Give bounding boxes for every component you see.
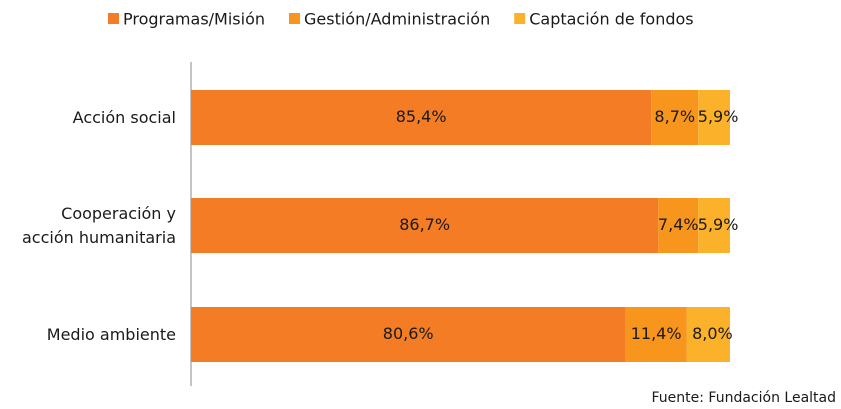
category-label: Cooperación y acción humanitaria	[21, 203, 176, 247]
source: Fuente: Fundación Lealtad	[652, 390, 836, 406]
legend-label: Gestión/Administración	[304, 10, 490, 29]
bar-segment	[658, 198, 699, 253]
bar-segment	[698, 90, 730, 145]
category-label: Medio ambiente	[46, 324, 176, 344]
value-label: 85,4%	[396, 107, 447, 126]
bar-segment	[191, 307, 626, 362]
value-label: 86,7%	[399, 215, 450, 234]
legend-label: Captación de fondos	[529, 10, 693, 29]
legend-label: Programas/Misión	[123, 10, 265, 29]
legend-swatch	[289, 13, 300, 24]
legend-swatch	[108, 13, 119, 24]
bar-segment	[686, 307, 730, 362]
value-label: 5,9%	[698, 107, 739, 126]
legend-swatch	[514, 13, 526, 24]
value-label: 7,4%	[658, 215, 699, 234]
value-label: 80,6%	[383, 324, 434, 343]
category-label: Acción social	[72, 107, 176, 127]
bar-segment	[698, 198, 730, 253]
value-label: 8,7%	[654, 107, 695, 126]
value-label: 8,0%	[692, 324, 733, 343]
value-label: 5,9%	[698, 215, 739, 234]
bar-segment	[625, 307, 687, 362]
bar-segment	[651, 90, 699, 145]
bar-segment	[191, 90, 652, 145]
value-label: 11,4%	[631, 324, 682, 343]
bar-segment	[191, 198, 659, 253]
